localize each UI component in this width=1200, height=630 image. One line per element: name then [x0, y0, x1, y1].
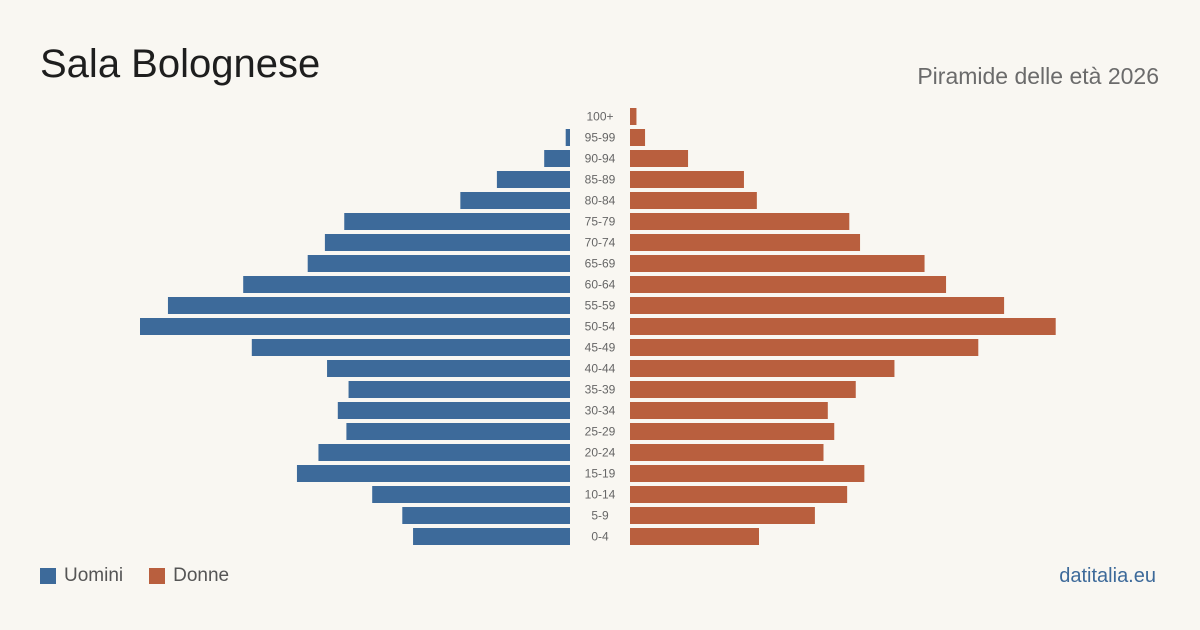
bar-male-35-39: [348, 381, 570, 398]
age-label-95-99: 95-99: [585, 131, 616, 145]
bar-female-45-49: [630, 339, 979, 356]
legend-swatch-male: [40, 568, 56, 584]
age-label-70-74: 70-74: [585, 236, 616, 250]
bar-female-90-94: [630, 150, 689, 167]
bar-male-40-44: [327, 360, 570, 377]
bar-female-40-44: [630, 360, 895, 377]
age-label-25-29: 25-29: [585, 425, 616, 439]
age-label-30-34: 30-34: [585, 404, 616, 418]
bar-female-85-89: [630, 171, 744, 188]
bar-female-35-39: [630, 381, 856, 398]
bar-male-45-49: [251, 339, 571, 356]
age-label-75-79: 75-79: [585, 215, 616, 229]
bar-male-95-99: [565, 129, 570, 146]
chart-title: Sala Bolognese: [40, 42, 321, 86]
bar-female-70-74: [630, 234, 861, 251]
legend-swatch-female: [149, 568, 166, 584]
bar-male-90-94: [544, 150, 570, 167]
age-label-35-39: 35-39: [585, 383, 616, 397]
bar-female-10-14: [630, 486, 848, 503]
age-label-85-89: 85-89: [585, 173, 616, 187]
age-label-80-84: 80-84: [585, 194, 616, 208]
age-label-100+: 100+: [586, 110, 613, 124]
age-label-45-49: 45-49: [585, 341, 616, 355]
source-link[interactable]: datitalia.eu: [1059, 565, 1156, 587]
age-label-20-24: 20-24: [585, 446, 616, 460]
bar-male-85-89: [496, 171, 570, 188]
age-label-60-64: 60-64: [585, 278, 616, 292]
bar-female-65-69: [630, 255, 925, 272]
age-label-40-44: 40-44: [585, 362, 616, 376]
bar-female-100+: [630, 108, 637, 125]
bar-female-15-19: [630, 465, 865, 482]
age-label-5-9: 5-9: [591, 509, 609, 523]
bar-male-0-4: [413, 528, 570, 545]
bar-female-0-4: [630, 528, 759, 545]
chart-subtitle: Piramide delle età 2026: [917, 63, 1159, 89]
bar-male-80-84: [460, 192, 570, 209]
bar-male-15-19: [296, 465, 570, 482]
bar-female-95-99: [630, 129, 646, 146]
bar-female-55-59: [630, 297, 1005, 314]
age-label-90-94: 90-94: [585, 152, 616, 166]
bar-male-10-14: [372, 486, 570, 503]
age-label-0-4: 0-4: [591, 530, 609, 544]
legend-item-female: Donne: [149, 565, 229, 587]
legend-label-female: Donne: [173, 565, 230, 586]
bar-female-30-34: [630, 402, 828, 419]
age-label-10-14: 10-14: [585, 488, 616, 502]
age-label-15-19: 15-19: [585, 467, 616, 481]
bar-female-25-29: [630, 423, 835, 440]
bar-male-70-74: [324, 234, 570, 251]
age-label-50-54: 50-54: [585, 320, 616, 334]
bar-female-60-64: [630, 276, 947, 293]
bar-female-20-24: [630, 444, 824, 461]
bar-female-80-84: [630, 192, 757, 209]
bar-male-20-24: [318, 444, 570, 461]
bar-male-60-64: [243, 276, 570, 293]
bar-female-5-9: [630, 507, 815, 524]
bar-female-75-79: [630, 213, 850, 230]
age-label-55-59: 55-59: [585, 299, 616, 313]
bar-male-75-79: [344, 213, 570, 230]
bar-female-50-54: [630, 318, 1056, 335]
legend: Uomini Donne: [40, 565, 255, 587]
age-label-65-69: 65-69: [585, 257, 616, 271]
bar-male-50-54: [140, 318, 570, 335]
legend-label-male: Uomini: [64, 565, 124, 586]
bar-male-30-34: [337, 402, 570, 419]
bar-male-55-59: [167, 297, 570, 314]
bar-male-65-69: [307, 255, 570, 272]
legend-item-male: Uomini: [40, 565, 123, 587]
bar-male-5-9: [402, 507, 570, 524]
bar-male-25-29: [346, 423, 570, 440]
